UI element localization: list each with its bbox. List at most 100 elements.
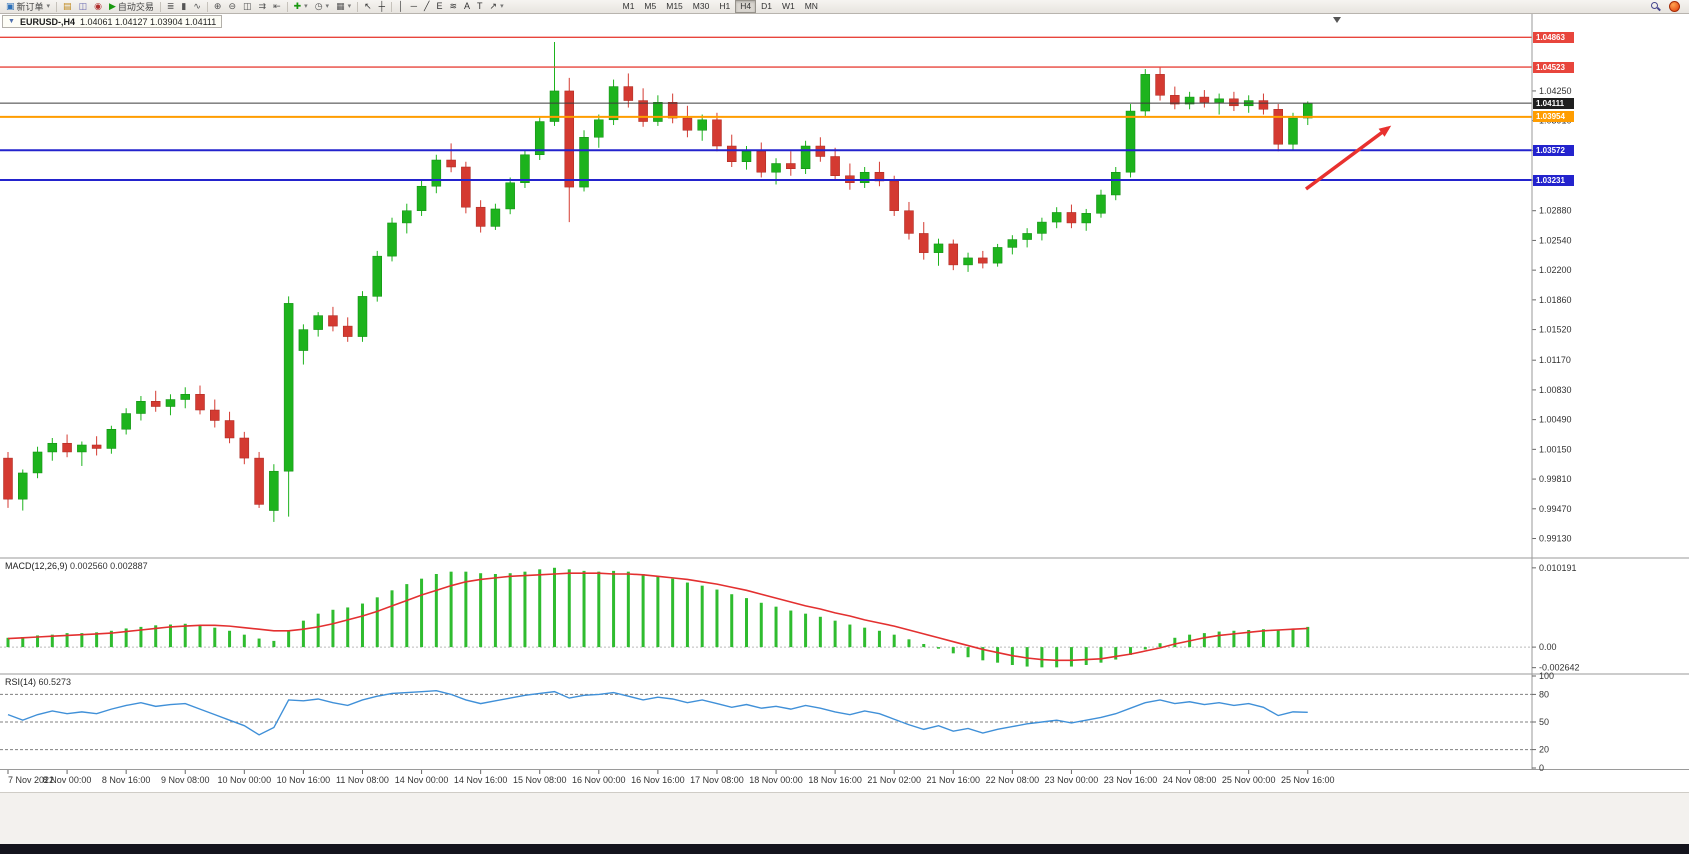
svg-text:7 Nov 2022: 7 Nov 2022 [8,775,54,785]
timeframe-m5[interactable]: M5 [644,1,657,11]
zoom-in-button[interactable]: ⊕ [211,1,225,13]
svg-text:11 Nov 08:00: 11 Nov 08:00 [336,775,389,785]
timeframe-m15[interactable]: M15 [666,1,683,11]
trendline-button[interactable]: ╱ [421,1,432,13]
price-tag-1.03954[interactable]: 1.03954 [1533,111,1574,123]
search-icon[interactable] [1651,1,1661,12]
toolbar-separator [357,1,359,12]
fibonacci-button[interactable]: ≋ [446,1,460,13]
timeframe-group: M1 M5 M15 M30 H1 H4 D1 W1 MN [618,0,823,13]
data-window-button[interactable]: ◫ [76,1,91,13]
chart-shift-marker[interactable] [1333,17,1341,23]
dropdown-caret-icon[interactable]: ▾ [347,2,352,10]
bar-chart-mode-icon: ≣ [166,1,175,11]
horizontal-line-icon: ─ [410,1,418,11]
candlestick-mode-icon: ▮ [181,1,187,11]
price-chart[interactable]: 1.042501.039101.035701.032301.028801.025… [0,14,1689,792]
chart-shift-icon: ⇤ [273,1,281,11]
trend-arrow-annotation[interactable] [1304,125,1392,191]
toolbar-separator [159,1,161,12]
timeframe-mn[interactable]: MN [804,1,818,11]
horizontal-line-button[interactable]: ─ [408,1,420,13]
chart-shift-button[interactable]: ⇤ [270,1,284,13]
label-button[interactable]: T [474,1,486,13]
price-tag-1.04863[interactable]: 1.04863 [1533,31,1574,43]
strategy-tester-button[interactable]: ◉ [91,1,105,13]
zoom-in-icon: ⊕ [213,1,222,11]
svg-text:0.99810: 0.99810 [1539,474,1572,484]
zoom-out-icon: ⊖ [228,1,237,11]
svg-text:1.01520: 1.01520 [1539,325,1572,335]
status-area [0,792,1689,845]
crosshair-button[interactable]: ┼ [376,1,388,13]
dropdown-caret-icon[interactable]: ▾ [500,2,504,10]
panel-separators[interactable] [0,14,1689,770]
market-watch-button[interactable]: ▤ [60,1,75,13]
zoom-out-button[interactable]: ⊖ [225,1,239,13]
auto-scroll-icon: ⇉ [258,1,267,11]
rsi-indicator-label: RSI(14) 60.5273 [5,677,71,687]
horizontal-lines[interactable] [0,36,1532,182]
svg-text:15 Nov 08:00: 15 Nov 08:00 [513,775,567,785]
svg-text:20: 20 [1539,745,1549,755]
macd-indicator-label: MACD(12,26,9) 0.002560 0.002887 [5,561,148,571]
equidistant-channel-button[interactable]: E [433,1,445,13]
dropdown-caret-icon[interactable]: ▾ [304,2,308,10]
price-tag-1.04111[interactable]: 1.04111 [1533,97,1574,109]
equidistant-channel-icon: E [436,1,443,11]
svg-text:1.02200: 1.02200 [1539,265,1572,275]
timeframe-w1[interactable]: W1 [781,1,795,11]
dropdown-caret-icon[interactable]: ▾ [325,2,330,10]
text-button[interactable]: A [461,1,473,13]
chart-menu-icon[interactable]: ▼ [8,18,15,25]
price-tag-1.04523[interactable]: 1.04523 [1533,61,1574,73]
svg-text:14 Nov 16:00: 14 Nov 16:00 [454,775,508,785]
timeframe-m30[interactable]: M30 [692,1,710,11]
svg-text:1.01170: 1.01170 [1539,355,1571,365]
svg-text:-0.002642: -0.002642 [1539,663,1580,673]
strategy-tester-icon: ◉ [94,1,102,11]
indicators-button[interactable]: ✚ ▾ [291,1,311,13]
data-window-icon: ◫ [78,1,88,11]
svg-text:100: 100 [1539,671,1554,681]
svg-text:8 Nov 00:00: 8 Nov 00:00 [43,775,92,785]
svg-text:17 Nov 08:00: 17 Nov 08:00 [690,775,744,785]
svg-text:18 Nov 00:00: 18 Nov 00:00 [749,775,803,785]
candlestick-mode-button[interactable]: ▮ [178,1,189,13]
svg-text:21 Nov 02:00: 21 Nov 02:00 [867,775,921,785]
svg-text:16 Nov 16:00: 16 Nov 16:00 [631,775,685,785]
auto-scroll-button[interactable]: ⇉ [256,1,270,13]
timeframe-m1[interactable]: M1 [622,1,635,11]
svg-text:21 Nov 16:00: 21 Nov 16:00 [927,775,981,785]
new-order-button[interactable]: ▣ 新订单 ▾ [3,1,53,13]
cursor-button[interactable]: ↖ [361,1,375,13]
svg-text:0.99130: 0.99130 [1539,534,1572,544]
svg-text:1.00830: 1.00830 [1539,385,1572,395]
timeframe-h4[interactable]: H4 [735,0,757,13]
svg-text:1.04250: 1.04250 [1539,86,1572,96]
price-tag-1.03231[interactable]: 1.03231 [1533,174,1574,186]
vertical-line-icon: │ [398,1,404,11]
bar-chart-mode-button[interactable]: ≣ [164,1,178,13]
crosshair-icon: ┼ [378,1,386,11]
timeframe-d1[interactable]: D1 [761,1,772,11]
svg-text:22 Nov 08:00: 22 Nov 08:00 [986,775,1040,785]
arrows-button[interactable]: ↗ ▾ [487,1,507,13]
autotrading-button[interactable]: ▶ 自动交易 [106,1,157,13]
timeframe-h1[interactable]: H1 [719,1,731,11]
dropdown-caret-icon[interactable]: ▾ [46,2,51,10]
templates-button[interactable]: ▦ ▾ [333,1,354,13]
macd-values: 0.002560 0.002887 [70,561,148,571]
indicators-icon: ✚ [293,1,302,11]
periods-button[interactable]: ◷ ▾ [312,1,332,13]
vertical-line-button[interactable]: │ [395,1,407,13]
tile-windows-button[interactable]: ◫ [240,1,255,13]
ohlc-values: 1.04061 1.04127 1.03904 1.04111 [79,16,217,27]
symbol-period-label: EURUSD-,H4 [19,16,75,27]
price-tag-1.03572[interactable]: 1.03572 [1533,144,1574,156]
periods-icon: ◷ [314,1,323,11]
line-chart-mode-button[interactable]: ∿ [190,1,204,13]
community-icon[interactable] [1669,1,1680,12]
